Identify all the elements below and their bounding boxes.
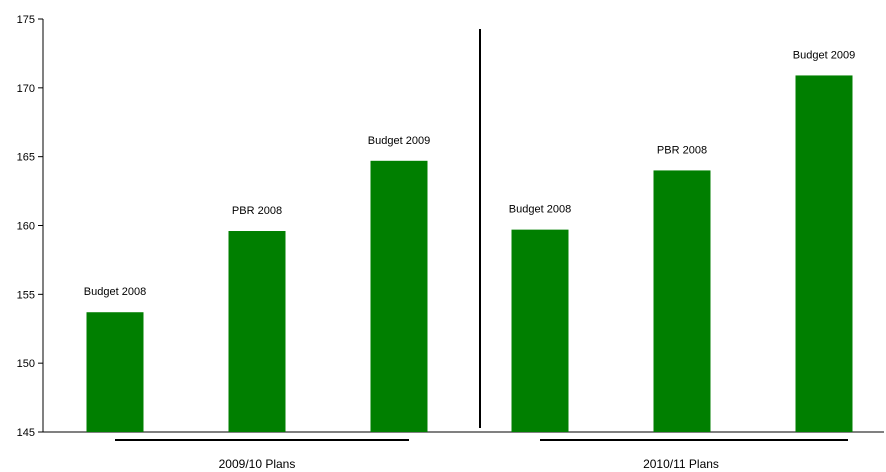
- bar: [228, 231, 286, 432]
- y-tick-label: 170: [17, 83, 35, 95]
- group-label: 2009/10 Plans: [219, 457, 296, 471]
- y-tick-label: 165: [17, 152, 35, 164]
- bar: [795, 75, 853, 433]
- group-labels: 2009/10 Plans 2010/11 Plans: [115, 439, 848, 471]
- bar-label: Budget 2009: [793, 49, 855, 61]
- y-tick-label: 160: [17, 221, 35, 233]
- y-tick-label: 150: [17, 358, 35, 370]
- bar: [511, 229, 569, 432]
- bar-labels: Budget 2008 PBR 2008 Budget 2009 Budget 200…: [84, 49, 855, 298]
- bar: [86, 312, 144, 432]
- group-label: 2010/11 Plans: [643, 457, 719, 471]
- bar-label: Budget 2008: [509, 204, 571, 216]
- bar-label: Budget 2008: [84, 286, 146, 298]
- axes: 145 150 155 160 165 170 175: [17, 14, 884, 439]
- bars: [86, 75, 853, 433]
- y-tick-label: 175: [17, 14, 35, 26]
- bar-label: Budget 2009: [368, 135, 430, 147]
- bar: [370, 160, 428, 432]
- y-tick-label: 145: [17, 427, 35, 439]
- bar: [653, 170, 711, 432]
- bar-label: PBR 2008: [232, 205, 282, 217]
- bar-label: PBR 2008: [657, 144, 707, 156]
- y-tick-label: 155: [17, 289, 35, 301]
